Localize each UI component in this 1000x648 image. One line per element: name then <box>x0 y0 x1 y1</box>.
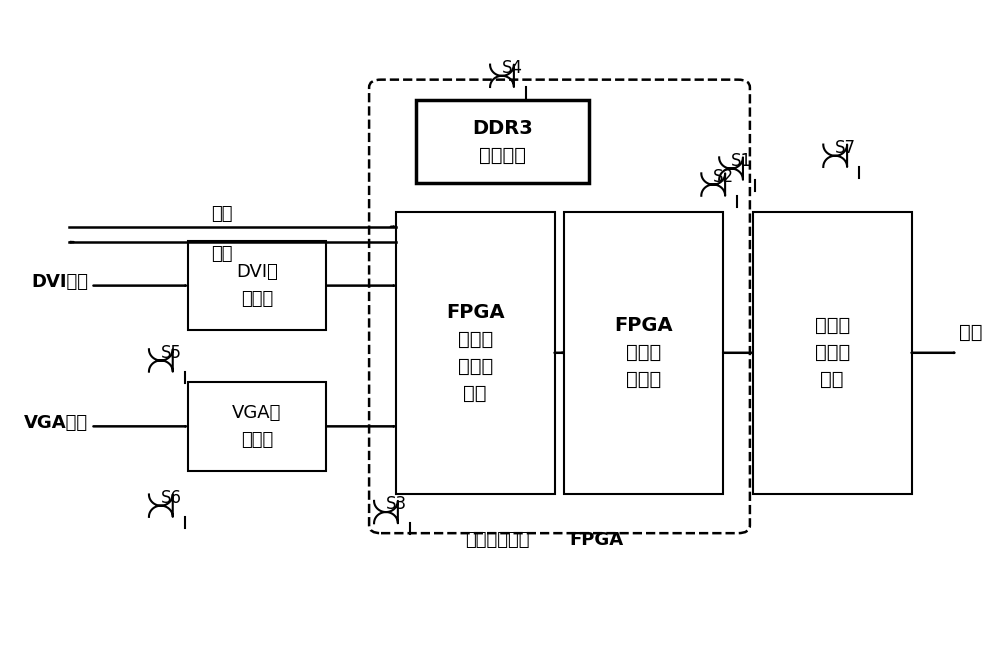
Text: 储存模块: 储存模块 <box>479 146 526 165</box>
Text: 换模块: 换模块 <box>626 370 661 389</box>
Text: VGA输: VGA输 <box>232 404 282 422</box>
Text: 信息: 信息 <box>212 245 233 262</box>
FancyBboxPatch shape <box>753 212 912 494</box>
Text: S3: S3 <box>386 495 407 513</box>
Text: VGA信号: VGA信号 <box>24 414 88 432</box>
FancyBboxPatch shape <box>188 382 326 471</box>
Text: S1: S1 <box>731 152 752 170</box>
Text: S6: S6 <box>161 489 182 507</box>
Text: DVI信号: DVI信号 <box>31 273 88 292</box>
Text: S2: S2 <box>713 168 734 186</box>
Text: 步分割: 步分割 <box>458 356 493 376</box>
Text: S5: S5 <box>161 344 182 362</box>
FancyBboxPatch shape <box>416 100 589 183</box>
Text: DVI输: DVI输 <box>236 263 278 281</box>
Text: DDR3: DDR3 <box>472 119 533 138</box>
Text: 组输出: 组输出 <box>815 343 850 362</box>
Text: 信号处理模块: 信号处理模块 <box>465 531 530 550</box>
Text: 视频帧: 视频帧 <box>815 316 850 336</box>
FancyBboxPatch shape <box>188 241 326 330</box>
Text: FPGA: FPGA <box>446 303 505 322</box>
Text: FPGA: FPGA <box>614 316 673 336</box>
Text: 模块: 模块 <box>463 384 487 402</box>
Text: 入模块: 入模块 <box>241 431 273 449</box>
FancyBboxPatch shape <box>369 80 750 533</box>
Text: S7: S7 <box>835 139 856 157</box>
Text: 视频变: 视频变 <box>626 343 661 362</box>
Text: 模块: 模块 <box>820 370 844 389</box>
Text: FPGA: FPGA <box>569 531 624 550</box>
Text: 指令: 指令 <box>212 205 233 223</box>
Text: 视频同: 视频同 <box>458 330 493 349</box>
Text: 入模块: 入模块 <box>241 290 273 308</box>
Text: S4: S4 <box>502 59 523 77</box>
Text: 输出: 输出 <box>959 323 983 341</box>
FancyBboxPatch shape <box>396 212 555 494</box>
FancyBboxPatch shape <box>564 212 723 494</box>
